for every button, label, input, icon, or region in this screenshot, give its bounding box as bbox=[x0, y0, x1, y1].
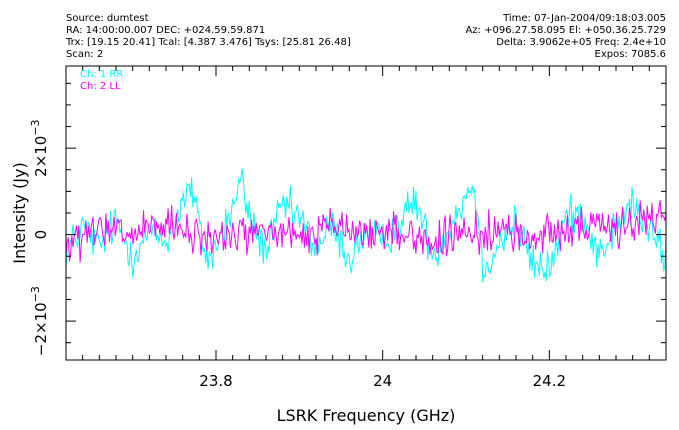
x-tick-label: 24 bbox=[373, 372, 392, 390]
legend-item-ll: Ch: 2 LL bbox=[80, 81, 121, 92]
series-line-ll bbox=[65, 200, 667, 263]
header-expos: Expos: 7085.6 bbox=[595, 49, 666, 60]
series-layer bbox=[65, 168, 667, 283]
header-time: Time: 07-Jan-2004/09:18:03.005 bbox=[502, 13, 666, 24]
header-scan: Scan: 2 bbox=[66, 49, 103, 60]
header-azel: Az: +096.27.58.095 El: +050.36.25.729 bbox=[465, 25, 666, 36]
x-tick-label: 24.2 bbox=[533, 372, 566, 390]
y-tick-label: −2×10−3 bbox=[29, 286, 50, 356]
x-axis-title: LSRK Frequency (GHz) bbox=[277, 406, 456, 425]
x-tick-label: 23.8 bbox=[199, 372, 232, 390]
legend: Ch: 1 RR Ch: 2 LL bbox=[80, 69, 123, 92]
y-tick-label: 0 bbox=[32, 230, 50, 240]
header-radec: RA: 14:00:00.007 DEC: +024.59.59.871 bbox=[66, 25, 265, 36]
y-tick-label: 2×10−3 bbox=[29, 119, 50, 176]
plot-frame bbox=[65, 65, 667, 361]
header-source: Source: dumtest bbox=[66, 13, 149, 24]
header-delta: Delta: 3.9062e+05 Freq: 2.4e+10 bbox=[496, 37, 666, 48]
header-trx: Trx: [19.15 20.41] Tcal: [4.387 3.476] T… bbox=[65, 37, 351, 48]
series-line-rr bbox=[65, 168, 667, 283]
legend-item-rr: Ch: 1 RR bbox=[80, 69, 123, 80]
y-axis-title: Intensity (Jy) bbox=[10, 162, 29, 263]
tick-layer: 23.8 24 24.2 −2×10−3 0 2×10−3 bbox=[29, 66, 667, 390]
